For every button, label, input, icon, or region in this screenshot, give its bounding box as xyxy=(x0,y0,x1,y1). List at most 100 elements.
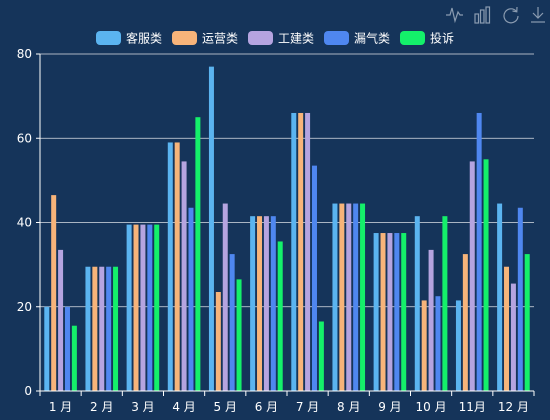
bar[interactable] xyxy=(229,254,235,391)
bar[interactable] xyxy=(270,216,276,391)
legend-item[interactable]: 运营类 xyxy=(172,31,238,46)
bar[interactable] xyxy=(236,279,242,391)
bar[interactable] xyxy=(133,224,139,391)
legend-label: 投诉 xyxy=(430,31,454,46)
bar[interactable] xyxy=(106,266,112,391)
bars xyxy=(44,66,530,391)
legend-label: 工建类 xyxy=(278,32,314,46)
bar[interactable] xyxy=(504,266,510,391)
bar[interactable] xyxy=(497,203,503,391)
bar[interactable] xyxy=(44,306,50,391)
bar[interactable] xyxy=(305,112,311,391)
bar[interactable] xyxy=(222,203,228,391)
bar[interactable] xyxy=(387,233,393,391)
bar[interactable] xyxy=(291,112,297,391)
restore-icon[interactable] xyxy=(503,6,519,24)
x-tick-label: 7 月 xyxy=(296,400,319,414)
legend-item[interactable]: 投诉 xyxy=(400,31,454,46)
bar-chart-icon[interactable] xyxy=(474,6,491,24)
x-tick-label: 4 月 xyxy=(172,400,195,414)
bar[interactable] xyxy=(346,203,352,391)
x-tick-label: 11月 xyxy=(459,400,486,414)
x-tick-label: 5 月 xyxy=(214,400,237,414)
line-chart-icon[interactable] xyxy=(446,7,463,24)
bar[interactable] xyxy=(469,161,475,391)
bar[interactable] xyxy=(373,233,379,391)
bar[interactable] xyxy=(339,203,345,391)
bar[interactable] xyxy=(113,266,119,391)
legend-swatch xyxy=(400,31,425,45)
bar[interactable] xyxy=(517,207,523,391)
bar[interactable] xyxy=(58,249,64,391)
y-tick-label: 80 xyxy=(17,47,32,61)
bar[interactable] xyxy=(126,224,132,391)
bar[interactable] xyxy=(483,159,489,391)
y-tick-label: 0 xyxy=(24,384,32,398)
x-tick-label: 12 月 xyxy=(498,400,529,414)
bar[interactable] xyxy=(428,249,434,391)
bar[interactable] xyxy=(332,203,338,391)
bar[interactable] xyxy=(353,203,359,391)
legend-label: 客服类 xyxy=(126,31,162,46)
bar[interactable] xyxy=(510,283,516,391)
bar[interactable] xyxy=(154,224,160,391)
x-tick-label: 3 月 xyxy=(131,400,154,414)
bar[interactable] xyxy=(208,66,214,391)
bar[interactable] xyxy=(435,296,441,391)
bar[interactable] xyxy=(257,216,263,391)
bar[interactable] xyxy=(442,216,448,391)
bar[interactable] xyxy=(174,142,180,391)
legend-swatch xyxy=(324,31,349,45)
bar[interactable] xyxy=(51,195,57,391)
bar[interactable] xyxy=(167,142,173,391)
bar[interactable] xyxy=(462,254,468,391)
download-icon[interactable] xyxy=(531,7,545,23)
bar[interactable] xyxy=(147,224,153,391)
y-tick-label: 40 xyxy=(17,216,32,230)
legend-swatch xyxy=(172,31,197,45)
x-tick-label: 10 月 xyxy=(416,400,447,414)
bar[interactable] xyxy=(421,300,427,391)
x-tick-label: 2 月 xyxy=(90,400,113,414)
bar[interactable] xyxy=(380,233,386,391)
legend-label: 运营类 xyxy=(202,32,238,46)
x-tick-label: 9 月 xyxy=(378,400,401,414)
bar[interactable] xyxy=(277,241,283,391)
legend-label: 漏气类 xyxy=(354,31,390,46)
bar[interactable] xyxy=(71,325,77,391)
bar[interactable] xyxy=(318,321,324,391)
legend: 客服类 运营类 工建类 漏气类 投诉 xyxy=(96,31,454,46)
legend-item[interactable]: 客服类 xyxy=(96,31,162,46)
bar[interactable] xyxy=(414,216,420,391)
bar[interactable] xyxy=(250,216,256,391)
bar[interactable] xyxy=(195,117,201,391)
bar[interactable] xyxy=(215,292,221,391)
axes: 0 20 40 60 80 1 月 2 月 3 月 4 月 5 月 6 月 7 月 8 月 9 月 10 月… xyxy=(17,47,535,414)
legend-swatch xyxy=(248,31,273,45)
bar[interactable] xyxy=(85,266,91,391)
bar[interactable] xyxy=(311,165,317,391)
bar[interactable] xyxy=(263,216,269,391)
bar[interactable] xyxy=(476,112,482,391)
grid-lines xyxy=(40,53,534,308)
bar[interactable] xyxy=(524,254,530,391)
bar[interactable] xyxy=(140,224,146,391)
bar[interactable] xyxy=(455,300,461,391)
legend-item[interactable]: 工建类 xyxy=(248,31,314,46)
bar[interactable] xyxy=(298,112,304,391)
x-tick-label: 1 月 xyxy=(49,400,72,414)
y-tick-label: 60 xyxy=(17,131,32,145)
bar[interactable] xyxy=(360,203,366,391)
bar[interactable] xyxy=(188,207,194,391)
bar[interactable] xyxy=(394,233,400,391)
bar[interactable] xyxy=(401,233,407,391)
bar[interactable] xyxy=(92,266,98,391)
bar[interactable] xyxy=(64,306,70,391)
toolbox xyxy=(446,6,545,24)
bar[interactable] xyxy=(99,266,105,391)
bar[interactable] xyxy=(181,161,187,391)
y-tick-label: 20 xyxy=(17,300,32,314)
legend-item[interactable]: 漏气类 xyxy=(324,31,390,46)
